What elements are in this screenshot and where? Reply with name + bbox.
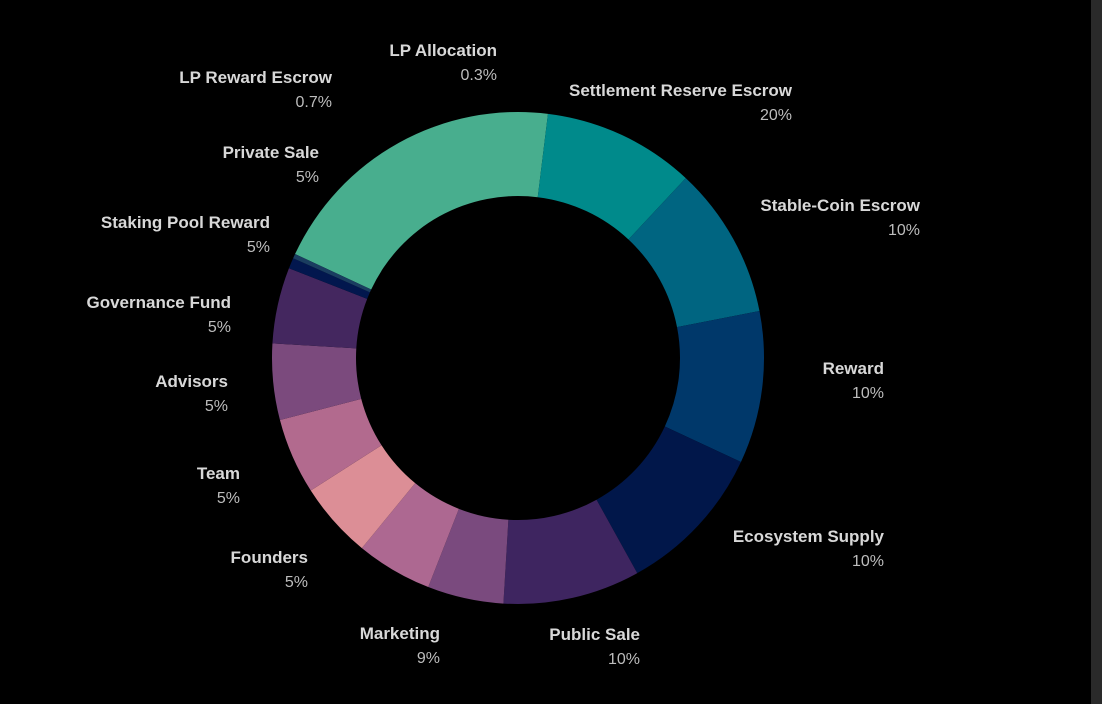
slice-label: Ecosystem Supply	[733, 527, 885, 546]
slice-label: Staking Pool Reward	[101, 213, 270, 232]
donut-slice-team[interactable]	[361, 483, 459, 588]
donut-slices	[272, 112, 764, 604]
slice-value-label: 10%	[608, 651, 640, 668]
slice-label: Advisors	[155, 372, 228, 391]
donut-slice-lp-reward-escrow[interactable]	[288, 258, 370, 299]
slice-value-label: 20%	[760, 107, 792, 124]
slice-labels: Settlement Reserve Escrow 20% Stable-Coin …	[86, 41, 920, 668]
right-edge-strip	[1091, 0, 1102, 704]
donut-slice-reward[interactable]	[628, 178, 760, 328]
slice-value-label: 10%	[852, 553, 884, 570]
slice-label: Stable-Coin Escrow	[760, 196, 920, 215]
slice-label: Marketing	[360, 624, 440, 643]
slice-value-label: 5%	[208, 319, 231, 336]
donut-slice-ecosystem-supply[interactable]	[664, 311, 764, 462]
slice-value-label: 5%	[247, 239, 270, 256]
donut-slice-founders[interactable]	[428, 508, 509, 604]
slice-label: LP Reward Escrow	[179, 68, 333, 87]
slice-value-label: 0.7%	[296, 94, 332, 111]
donut-slice-lp-allocation[interactable]	[293, 254, 372, 293]
donut-slice-private-sale[interactable]	[272, 268, 368, 349]
donut-slice-stable-coin-escrow[interactable]	[537, 113, 686, 240]
slice-label: Private Sale	[223, 143, 319, 162]
slice-label: Team	[197, 464, 240, 483]
slice-value-label: 10%	[888, 222, 920, 239]
slice-label: Settlement Reserve Escrow	[569, 81, 793, 100]
donut-slice-public-sale[interactable]	[596, 426, 741, 574]
slice-value-label: 5%	[217, 490, 240, 507]
slice-label: LP Allocation	[389, 41, 497, 60]
donut-slice-settlement-reserve-escrow[interactable]	[295, 112, 548, 290]
donut-slice-advisors[interactable]	[310, 445, 416, 549]
slice-value-label: 5%	[285, 574, 308, 591]
slice-label: Reward	[823, 359, 884, 378]
slice-value-label: 9%	[417, 650, 440, 667]
slice-label: Governance Fund	[86, 293, 231, 312]
slice-value-label: 10%	[852, 385, 884, 402]
donut-slice-marketing[interactable]	[503, 499, 638, 604]
slice-value-label: 5%	[296, 169, 319, 186]
slice-value-label: 5%	[205, 398, 228, 415]
donut-slice-staking-pool-reward[interactable]	[272, 343, 362, 421]
slice-label: Public Sale	[549, 625, 640, 644]
donut-slice-governance-fund[interactable]	[279, 398, 382, 491]
slice-label: Founders	[231, 548, 308, 567]
slice-value-label: 0.3%	[461, 67, 497, 84]
